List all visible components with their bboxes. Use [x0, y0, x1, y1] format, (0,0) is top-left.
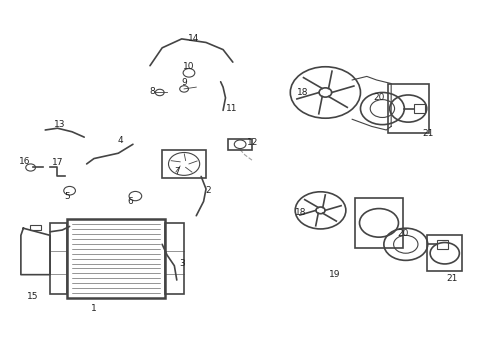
- Text: 20: 20: [373, 93, 385, 102]
- Bar: [228, 139, 252, 150]
- Text: 19: 19: [329, 270, 341, 279]
- Bar: [165, 223, 184, 294]
- Bar: [162, 150, 206, 178]
- Bar: [438, 240, 448, 249]
- Text: 12: 12: [246, 138, 258, 147]
- Bar: [427, 235, 462, 271]
- Bar: [50, 223, 67, 294]
- Text: 17: 17: [51, 158, 63, 167]
- Text: 9: 9: [181, 78, 187, 87]
- Text: 21: 21: [422, 129, 433, 138]
- Text: 5: 5: [64, 192, 70, 201]
- Text: 8: 8: [149, 87, 155, 96]
- Bar: [30, 225, 41, 230]
- Text: 1: 1: [91, 304, 97, 313]
- Text: 13: 13: [54, 120, 66, 129]
- Text: 14: 14: [188, 35, 199, 44]
- Text: 6: 6: [127, 197, 133, 206]
- Bar: [355, 198, 403, 248]
- Text: 21: 21: [446, 274, 458, 283]
- Bar: [388, 85, 429, 133]
- Text: 18: 18: [297, 88, 308, 97]
- Text: 10: 10: [183, 62, 195, 71]
- Text: 15: 15: [27, 292, 39, 301]
- Bar: [414, 104, 425, 113]
- Bar: [67, 219, 165, 298]
- Text: 18: 18: [295, 208, 307, 217]
- Text: 3: 3: [179, 260, 185, 269]
- Text: 16: 16: [19, 157, 30, 166]
- Text: 11: 11: [225, 104, 237, 113]
- Text: 20: 20: [398, 229, 409, 238]
- Text: 2: 2: [206, 186, 211, 195]
- Text: 4: 4: [118, 136, 123, 145]
- Text: 7: 7: [174, 167, 180, 176]
